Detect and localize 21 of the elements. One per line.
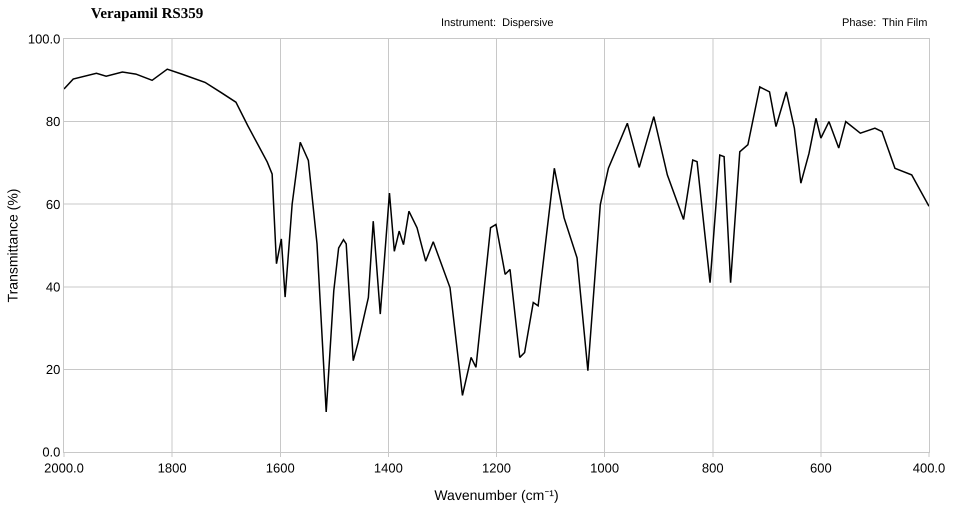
x-tick-label: 800 [702, 460, 724, 476]
x-tick-label: 1600 [266, 460, 295, 476]
y-tick-label: 40 [46, 279, 60, 294]
x-axis-title: Wavenumber (cm⁻¹) [434, 486, 559, 503]
y-tick-label: 0.0 [42, 444, 60, 460]
x-tick-label: 1200 [482, 460, 511, 476]
chart-title: Verapamil RS359 [90, 6, 204, 22]
x-tick-label: 1400 [374, 460, 403, 476]
x-tick-label: 600 [810, 460, 832, 476]
y-axis-title: Transmittance (%) [4, 188, 20, 302]
x-tick-label: 1800 [158, 460, 187, 476]
y-tick-label: 100.0 [28, 32, 60, 47]
y-tick-label: 60 [46, 196, 60, 212]
x-tick-label: 2000.0 [44, 460, 84, 476]
y-tick-label: 20 [46, 362, 60, 377]
y-tick-label: 80 [46, 114, 60, 130]
text: Instrument: Dispersive [441, 17, 554, 29]
text: Phase: Thin Film [842, 17, 928, 29]
line-series [64, 68, 929, 413]
x-tick-label: 400.0 [912, 460, 946, 476]
x-tick-label: 1000 [590, 460, 620, 476]
